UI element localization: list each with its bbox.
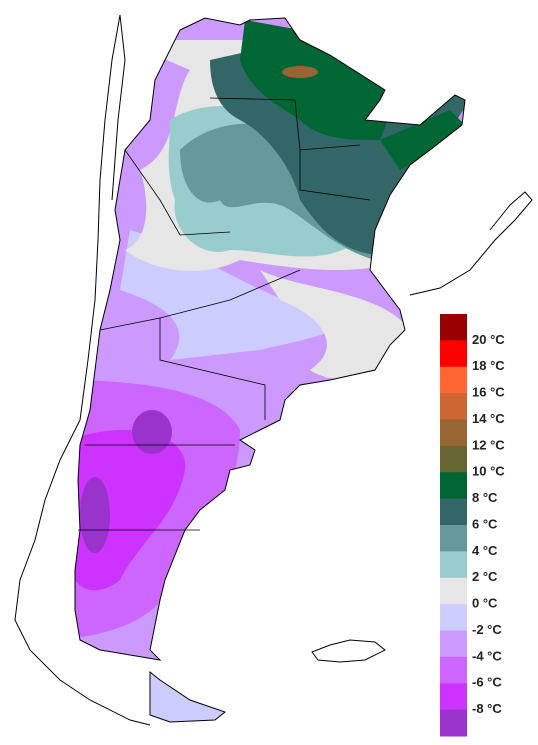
legend-swatch bbox=[440, 683, 467, 711]
legend-label: 18 °C bbox=[472, 358, 505, 373]
province-borders bbox=[78, 97, 371, 531]
legend: 20 °C 18 °C 16 °C 14 °C 12 °C 10 °C 8 °C 6 °C 4 … bbox=[440, 314, 505, 737]
legend-swatch bbox=[440, 525, 467, 552]
legend-swatch bbox=[440, 604, 467, 631]
legend-label: 14 °C bbox=[472, 411, 505, 426]
legend-swatch bbox=[440, 551, 467, 579]
zone bbox=[80, 477, 110, 553]
legend-swatch bbox=[440, 709, 467, 737]
zone bbox=[260, 270, 410, 380]
legend-label: 2 °C bbox=[472, 569, 498, 584]
legend-label: -8 °C bbox=[472, 701, 502, 716]
zone bbox=[132, 410, 172, 454]
legend-label: -4 °C bbox=[472, 648, 502, 663]
zone bbox=[282, 66, 318, 78]
uruguay-coast bbox=[409, 191, 533, 296]
legend-label: 12 °C bbox=[472, 437, 505, 452]
legend-swatch bbox=[440, 630, 467, 658]
legend-swatch bbox=[440, 445, 467, 473]
legend-label: 10 °C bbox=[472, 464, 505, 479]
legend-label: 8 °C bbox=[472, 490, 498, 505]
legend-label: -2 °C bbox=[472, 622, 502, 637]
legend-label: 20 °C bbox=[472, 332, 505, 347]
legend-label: -6 °C bbox=[472, 675, 502, 690]
legend-label: 16 °C bbox=[472, 385, 505, 400]
legend-label: 0 °C bbox=[472, 596, 498, 611]
zone bbox=[240, 20, 400, 140]
legend-swatch bbox=[440, 366, 467, 394]
legend-swatch bbox=[440, 498, 467, 526]
legend-label: 6 °C bbox=[472, 516, 498, 531]
legend-swatch bbox=[440, 577, 467, 605]
islands bbox=[311, 639, 386, 663]
legend-swatch bbox=[440, 393, 467, 420]
country-outline bbox=[74, 17, 466, 723]
zone bbox=[380, 110, 465, 170]
legend-label: 4 °C bbox=[472, 543, 498, 558]
legend-swatch bbox=[440, 472, 467, 500]
legend-swatch bbox=[440, 340, 467, 368]
legend-swatch bbox=[440, 419, 467, 447]
legend-swatch bbox=[440, 314, 467, 341]
legend-swatch bbox=[440, 656, 467, 684]
chile-outline bbox=[14, 14, 151, 726]
